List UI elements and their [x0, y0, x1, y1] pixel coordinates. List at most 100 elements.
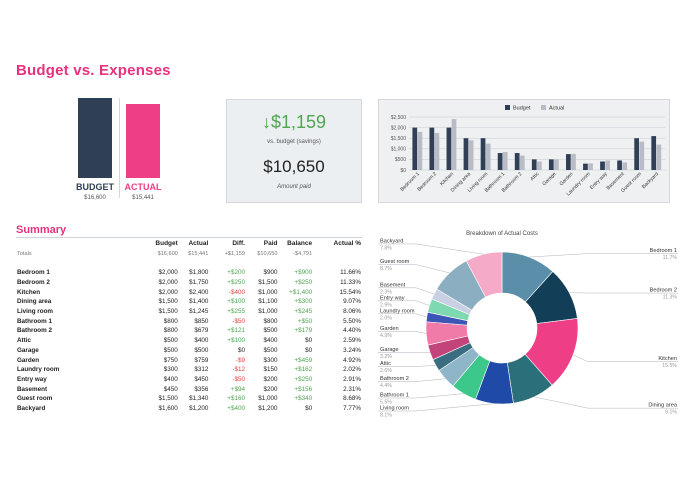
y-tick-label: $0 [400, 168, 406, 174]
table-cell: 15.54% [339, 288, 361, 296]
bar-budget-2 [446, 127, 452, 170]
x-tick-label: Backyard [641, 171, 660, 190]
table-cell: Laundry room [17, 366, 60, 374]
bar-budget-7 [531, 159, 537, 170]
table-cell: +$100 [227, 298, 245, 306]
column-header: Actual % [333, 240, 361, 247]
table-cell: $1,200 [189, 404, 209, 412]
donut-pct-14: 7.8% [380, 245, 392, 251]
donut-pct-6: 4.4% [380, 383, 392, 389]
table-cell: $300 [263, 356, 278, 364]
x-tick-label: Kitchen [439, 171, 455, 187]
actual-amount: $15,441 [132, 195, 154, 201]
donut-pct-13: 8.7% [380, 266, 392, 272]
x-tick-label: Garden [559, 171, 575, 187]
donut-label-13: Guest room [380, 259, 410, 265]
table-cell: +$200 [227, 269, 245, 277]
divider [119, 98, 120, 198]
table-cell: 4.40% [343, 327, 361, 335]
donut-label-7: Attic [380, 361, 391, 367]
budget-bar [78, 98, 112, 178]
table-cell: Garage [17, 346, 39, 354]
donut-label-5: Bathroom 1 [380, 393, 409, 399]
table-row: Dining area $1,500 $1,400 +$100 $1,100 +$300 9… [16, 297, 362, 307]
table-cell: $400 [194, 337, 209, 345]
table-cell: Garden [17, 356, 40, 364]
y-tick-label: $2,000 [391, 125, 407, 131]
table-cell: +$156 [294, 385, 313, 393]
table-cell: $500 [263, 346, 278, 354]
table-cell: $400 [163, 375, 178, 383]
donut-pct-8: 3.2% [380, 354, 392, 360]
table-cell: $2,000 [158, 288, 178, 296]
table-cell: $1,400 [189, 298, 209, 306]
bar-budget-12 [617, 160, 622, 170]
budget-label: BUDGET [76, 182, 114, 192]
table-cell: +$340 [294, 395, 313, 403]
donut-label-4: Living room [380, 406, 409, 412]
table-cell: Bedroom 1 [17, 269, 50, 277]
table-cell: +$160 [227, 395, 245, 403]
table-cell: $1,000 [258, 308, 278, 316]
budget-actual-summary: BUDGET ACTUAL $16,600 $15,441 [66, 98, 206, 208]
table-cell: 5.50% [343, 317, 361, 325]
x-tick-label: Attic [529, 171, 540, 182]
table-cell: -$50 [232, 375, 245, 383]
bar-budget-11 [600, 161, 605, 170]
bar-actual-12 [622, 162, 628, 170]
donut-label-2: Kitchen [658, 356, 677, 362]
bar-actual-4 [485, 143, 491, 170]
table-cell: $2,000 [158, 279, 178, 287]
table-cell: -$12 [232, 366, 245, 374]
table-row: Laundry room $300 $312 -$12 $150 +$162 2.02% [16, 365, 362, 375]
table-cell: $2,000 [158, 269, 178, 277]
table-cell: +$179 [294, 327, 313, 335]
table-cell: $312 [194, 366, 209, 374]
page-title: Budget vs. Expenses [16, 62, 171, 79]
table-row: Garage $500 $500 $0 $500 $0 3.24% [16, 346, 362, 356]
table-row: Attic $500 $400 +$100 $400 $0 2.59% [16, 336, 362, 346]
table-cell: 7.77% [343, 404, 361, 412]
donut-label-14: Backyard [380, 238, 403, 244]
leader-line [378, 393, 464, 399]
table-cell: Bedroom 2 [17, 279, 50, 287]
table-cell: +$50 [297, 317, 313, 325]
table-cell: Guest room [17, 395, 53, 403]
table-row: Basement $450 $356 +$94 $200 +$156 2.31% [16, 384, 362, 394]
table-row: Living room $1,500 $1,245 +$255 $1,000 +$245 8… [16, 307, 362, 317]
leader-line [378, 403, 495, 412]
table-cell: +$400 [227, 404, 245, 412]
legend-label-0: Budget [513, 106, 531, 112]
donut-label-1: Bedroom 2 [650, 288, 677, 294]
table-cell: Backyard [17, 404, 46, 412]
donut-pct-0: 11.7% [663, 255, 678, 261]
savings-card: ↓$1,159 vs. budget (savings) $10,650 Amo… [226, 99, 362, 203]
leader-line [378, 264, 450, 274]
table-header-row: Budget Actual Diff. Paid Balance Actual % [16, 238, 362, 249]
table-cell: $2,400 [189, 288, 209, 296]
donut-label-11: Entry way [380, 295, 405, 301]
donut-pct-2: 15.5% [662, 363, 677, 369]
leader-line [534, 396, 678, 409]
table-cell: $1,100 [258, 298, 278, 306]
table-cell: Attic [17, 337, 31, 345]
leader-line [378, 287, 435, 295]
table-cell: $200 [263, 375, 278, 383]
table-cell: $800 [263, 317, 278, 325]
table-cell: $759 [194, 356, 209, 364]
leader-line [378, 243, 484, 255]
table-cell: $10,650 [257, 250, 278, 257]
table-cell: $1,340 [189, 395, 209, 403]
table-cell: $0 [305, 404, 313, 412]
actual-label: ACTUAL [124, 182, 162, 192]
bar-actual-2 [451, 119, 457, 170]
table-cell: $0 [305, 337, 313, 345]
bar-budget-9 [566, 154, 571, 170]
bar-actual-3 [468, 140, 474, 170]
donut-label-3: Dining area [648, 403, 677, 409]
legend-label-1: Actual [549, 106, 564, 112]
table-cell: $0 [305, 346, 313, 354]
table-cell: Basement [17, 385, 48, 393]
bar-budget-3 [463, 138, 469, 170]
table-cell: +$250 [227, 279, 245, 287]
